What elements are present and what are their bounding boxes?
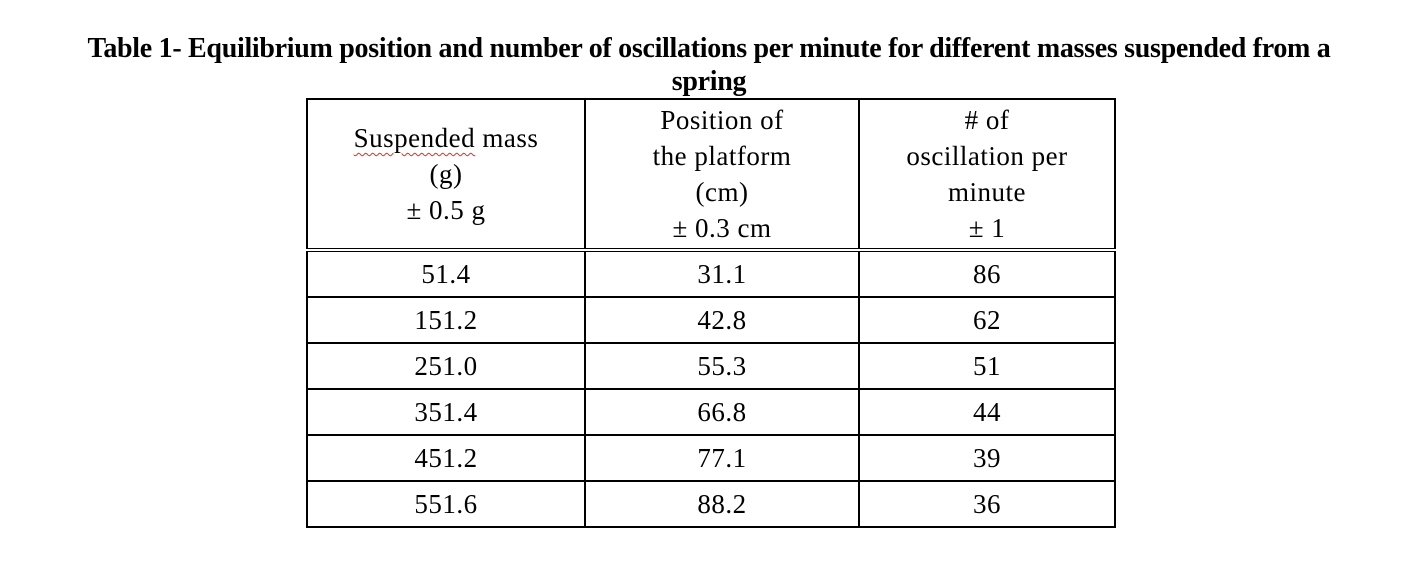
header-oscillations: # of oscillation per minute ± 1 — [858, 98, 1116, 252]
header-row: Suspended mass (g) ± 0.5 g Position of t… — [306, 98, 1116, 252]
cell-oscillations: 39 — [858, 434, 1116, 482]
header-line: ± 0.3 cm — [672, 213, 772, 243]
header-text: mass — [475, 123, 539, 153]
table-row: 51.4 31.1 86 — [306, 249, 1116, 298]
cell-mass: 51.4 — [306, 249, 586, 298]
spellcheck-word[interactable]: Suspended — [353, 123, 476, 153]
caption-line-2: spring — [671, 66, 747, 97]
cell-oscillations: 51 — [858, 342, 1116, 390]
data-table: Suspended mass (g) ± 0.5 g Position of t… — [306, 98, 1116, 528]
cell-oscillations: 44 — [858, 388, 1116, 436]
header-suspended-mass: Suspended mass (g) ± 0.5 g — [306, 98, 586, 252]
header-line: (g) — [429, 159, 463, 189]
cell-position: 66.8 — [584, 388, 860, 436]
header-line: ± 0.5 g — [406, 195, 486, 225]
cell-mass: 151.2 — [306, 296, 586, 344]
header-line: Suspended mass — [308, 120, 584, 156]
cell-position: 88.2 — [584, 480, 860, 528]
cell-position: 77.1 — [584, 434, 860, 482]
cell-mass: 351.4 — [306, 388, 586, 436]
header-line: ± 1 — [968, 213, 1006, 243]
header-line: # of — [964, 105, 1010, 135]
table-row: 551.6 88.2 36 — [306, 480, 1116, 528]
header-line: the platform — [652, 141, 792, 171]
table-row: 451.2 77.1 39 — [306, 434, 1116, 482]
header-platform-position: Position of the platform (cm) ± 0.3 cm — [584, 98, 860, 252]
cell-position: 42.8 — [584, 296, 860, 344]
caption-line-1: Table 1- Equilibrium position and number… — [87, 33, 1331, 64]
cell-mass: 251.0 — [306, 342, 586, 390]
table-row: 251.0 55.3 51 — [306, 342, 1116, 390]
cell-position: 55.3 — [584, 342, 860, 390]
cell-oscillations: 36 — [858, 480, 1116, 528]
header-line: (cm) — [695, 177, 749, 207]
cell-mass: 551.6 — [306, 480, 586, 528]
table-row: 151.2 42.8 62 — [306, 296, 1116, 344]
header-line: minute — [948, 177, 1026, 207]
cell-oscillations: 86 — [858, 249, 1116, 298]
table-caption: Table 1- Equilibrium position and number… — [10, 32, 1408, 98]
cell-position: 31.1 — [584, 249, 860, 298]
table-row: 351.4 66.8 44 — [306, 388, 1116, 436]
cell-mass: 451.2 — [306, 434, 586, 482]
header-line: oscillation per — [906, 141, 1068, 171]
cell-oscillations: 62 — [858, 296, 1116, 344]
header-line: Position of — [660, 105, 784, 135]
